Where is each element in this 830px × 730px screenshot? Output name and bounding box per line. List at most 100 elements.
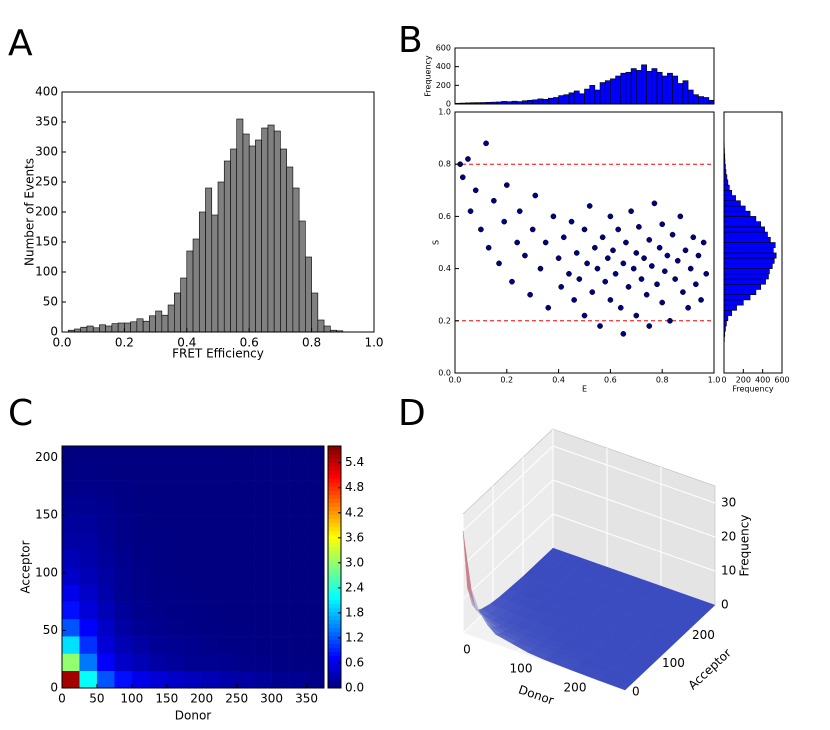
y-tick-label: 150 [35, 508, 58, 522]
histogram-bar [723, 205, 746, 212]
x-tick-label: 0 [58, 691, 66, 705]
histogram-bar [646, 71, 653, 105]
heatmap-cell [219, 567, 237, 585]
histogram-bar [292, 187, 300, 333]
y-axis-label: Number of Events [23, 158, 37, 266]
colorbar-stripe [328, 655, 341, 661]
colorbar-stripe [328, 458, 341, 463]
heatmap-cell [289, 584, 307, 602]
colorbar-stripe [328, 462, 341, 467]
scatter-point [638, 276, 645, 282]
heatmap-cell [96, 618, 115, 637]
colorbar-stripe [328, 595, 341, 600]
colorbar-stripe [328, 506, 341, 512]
histogram-bar [672, 75, 679, 105]
scatter-point [571, 297, 577, 303]
heatmap-cell [149, 618, 168, 637]
heatmap-cell [79, 480, 98, 499]
scatter-point [690, 234, 697, 241]
heatmap-cell [149, 463, 168, 481]
heatmap-cell [236, 636, 255, 654]
heatmap-cell [149, 480, 168, 499]
heatmap-cell [289, 515, 307, 533]
heatmap-cell [306, 463, 325, 481]
colorbar-stripe [328, 538, 341, 544]
heatmap-cell [166, 636, 185, 654]
y-tick-label: 200 [692, 628, 715, 642]
heatmap-cell [289, 601, 307, 620]
heatmap-cell [201, 670, 220, 689]
z-tick-label: 20 [721, 530, 736, 544]
heatmap-cell [79, 515, 98, 533]
heatmap-cell [114, 636, 133, 654]
histogram-bar [532, 99, 539, 105]
colorbar-stripe [328, 683, 341, 689]
heatmap-cell [62, 480, 80, 499]
axes-frame [454, 111, 715, 374]
heatmap-cell [254, 480, 272, 499]
histogram-bar [242, 133, 250, 333]
histogram-bar [198, 211, 206, 333]
heatmap-cell [271, 584, 290, 602]
x-tick-label: 350 [295, 691, 318, 705]
histogram-bar [80, 326, 88, 333]
heatmap-cell [201, 549, 220, 568]
heatmap-cell [149, 636, 168, 654]
histogram-bar [267, 124, 275, 333]
histogram-bar [161, 314, 169, 333]
y-tick-label: 1.0 [438, 108, 451, 117]
x-tick-label: 1.0 [708, 376, 721, 385]
colorbar-stripe [328, 498, 341, 503]
y-tick-label: 400 [436, 62, 451, 71]
heatmap-cell [201, 497, 220, 516]
y-tick-label: 0.6 [438, 212, 451, 221]
histogram-bar [230, 148, 238, 333]
heatmap-cell [131, 584, 150, 602]
histogram-bar [723, 190, 733, 196]
heatmap-cell [289, 480, 307, 499]
scatter-point [695, 252, 702, 259]
heatmap-cell [149, 532, 168, 551]
histogram-bar [667, 72, 673, 105]
scatter-point [491, 197, 497, 204]
colorbar-stripe [328, 575, 341, 580]
heatmap-cell [166, 515, 185, 533]
heatmap-cell [184, 636, 203, 654]
scatter-point [542, 239, 549, 246]
x-tick-label: 0.4 [552, 376, 565, 385]
heatmap-cell [271, 515, 290, 533]
x-tick-label: 250 [225, 691, 248, 705]
histogram-bar [703, 97, 710, 105]
heatmap-cell [166, 549, 185, 568]
scatter-point [496, 260, 502, 267]
x-tick-label: 200 [190, 691, 213, 705]
scatter-point [703, 270, 710, 277]
heatmap-cell [254, 567, 272, 585]
x-tick-label: 100 [510, 662, 533, 676]
heatmap-cell [306, 653, 325, 672]
y-tick-label: 100 [662, 656, 685, 670]
scatter-point [607, 297, 614, 303]
heatmap-cell [289, 670, 307, 689]
heatmap-cell [131, 532, 150, 551]
y-tick-label: 0.2 [438, 316, 451, 325]
colorbar-stripe [328, 494, 341, 499]
histogram-bar [723, 195, 736, 202]
heatmap-cell [96, 446, 115, 464]
y-tick-label: 0 [632, 685, 640, 699]
x-axis-label: Donor [517, 682, 556, 707]
heatmap-cell [289, 549, 307, 568]
histogram-bar [261, 127, 269, 333]
heatmap-cell [254, 584, 272, 602]
histogram-bar [635, 70, 642, 105]
heatmap-cell [289, 446, 307, 464]
x-tick-label: 0.8 [302, 335, 321, 349]
colorbar-stripe [328, 627, 341, 633]
scatter-point [465, 156, 471, 162]
histogram-bar [641, 64, 647, 105]
heatmap-cell [201, 601, 220, 620]
histogram-bar [723, 273, 769, 280]
heatmap-cell [96, 670, 115, 689]
colorbar-stripe [328, 675, 341, 681]
panel-label: A [8, 23, 33, 64]
